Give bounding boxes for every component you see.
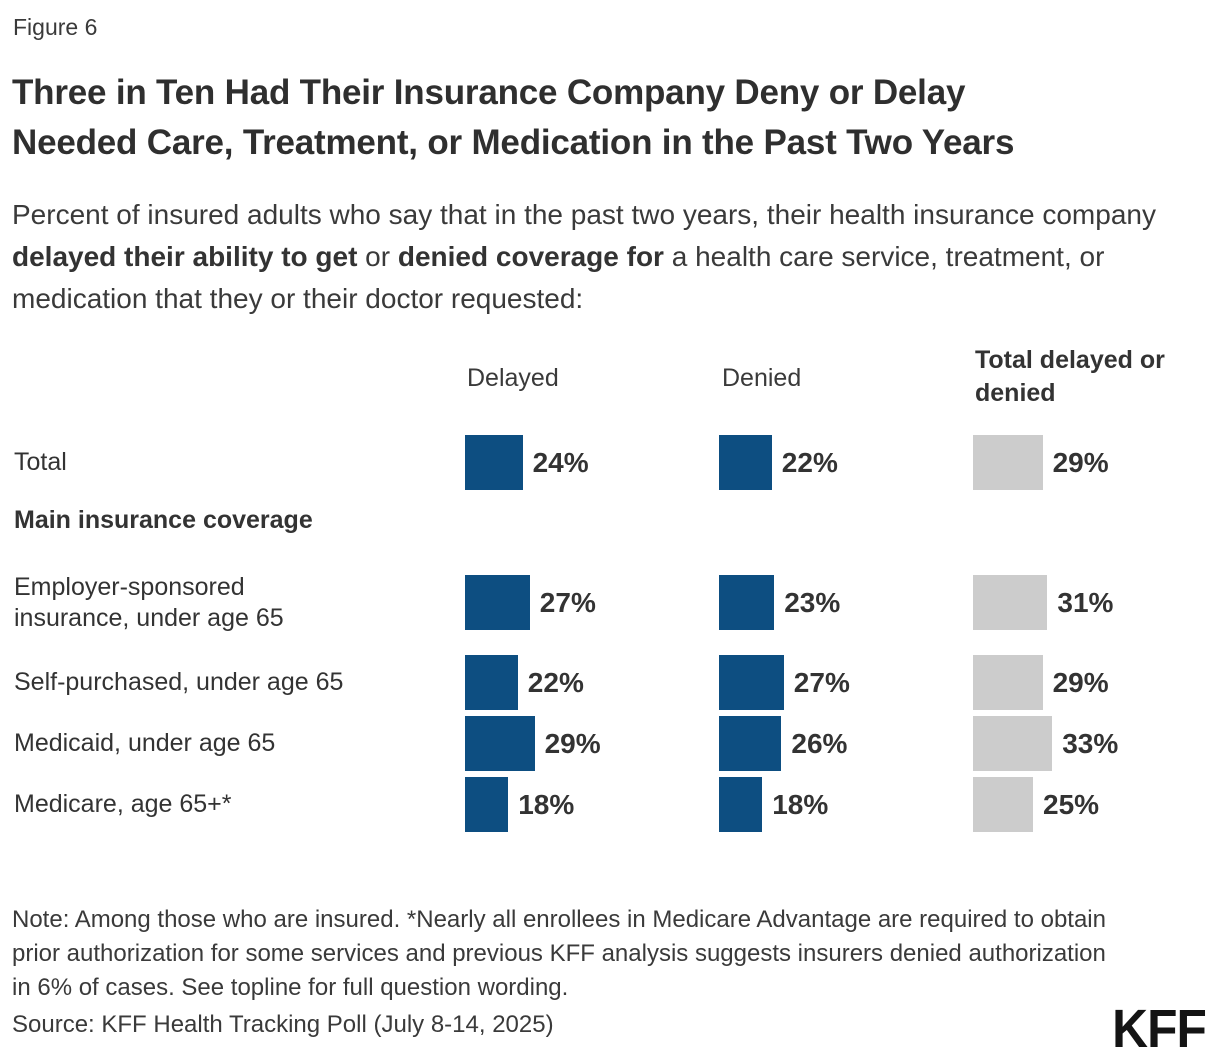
bar: [719, 435, 772, 490]
row-label: Medicare, age 65+*: [14, 777, 462, 832]
bar-cell-denied: 23%: [719, 575, 840, 630]
chart-title-line-2: Needed Care, Treatment, or Medication in…: [12, 123, 1015, 162]
note-text: Note: Among those who are insured. *Near…: [12, 906, 1106, 1001]
bar-cell-total-delayed-or-denied: 29%: [973, 655, 1109, 710]
bar-cell-total-delayed-or-denied: 25%: [973, 777, 1099, 832]
bar-cell-denied: 26%: [719, 716, 847, 771]
row-label: Employer-sponsored insurance, under age 6…: [14, 572, 462, 632]
chart-title: Three in Ten Had Their Insurance Company…: [12, 68, 1202, 168]
bar: [973, 716, 1053, 771]
value-label: 33%: [1062, 727, 1119, 759]
bar: [973, 575, 1048, 630]
figure-number: Figure 6: [13, 14, 98, 40]
value-label: 22%: [781, 446, 838, 478]
table-row: Total 24% 22% 29%: [0, 435, 1220, 490]
bar-cell-delayed: 24%: [465, 435, 589, 490]
bar: [719, 575, 775, 630]
row-label-line: Employer-sponsored: [14, 572, 245, 601]
row-label: Self-purchased, under age 65: [14, 655, 462, 710]
value-label: 27%: [539, 586, 596, 618]
bar: [465, 655, 518, 710]
bar: [465, 575, 530, 630]
bar: [973, 435, 1043, 490]
row-label: Medicaid, under age 65: [14, 716, 462, 771]
value-label: 22%: [527, 666, 584, 698]
bar-cell-delayed: 18%: [465, 777, 574, 832]
row-label-line: insurance, under age 65: [14, 603, 284, 632]
bar: [465, 777, 509, 832]
row-label-line: Self-purchased, under age 65: [14, 668, 344, 696]
column-header-denied: Denied: [722, 364, 802, 392]
bar: [719, 716, 782, 771]
table-row: Self-purchased, under age 65 22% 27% 29%: [0, 655, 1220, 710]
value-label: 26%: [791, 727, 848, 759]
table-row: Medicare, age 65+* 18% 18% 25%: [0, 777, 1220, 832]
bar-cell-total-delayed-or-denied: 33%: [973, 716, 1118, 771]
bar-cell-delayed: 29%: [465, 716, 601, 771]
chart-title-line-1: Three in Ten Had Their Insurance Company…: [12, 73, 966, 112]
table-row: Medicaid, under age 65 29% 26% 33%: [0, 716, 1220, 771]
bar: [719, 777, 763, 832]
value-label: 31%: [1057, 586, 1114, 618]
bar-cell-denied: 18%: [719, 777, 828, 832]
subtitle-segment: a health care service, treatment, or med…: [12, 241, 1105, 314]
column-header-delayed: Delayed: [467, 364, 559, 392]
value-label: 29%: [544, 727, 601, 759]
chart-subtitle: Percent of insured adults who say that i…: [12, 194, 1167, 320]
value-label: 18%: [772, 788, 829, 820]
subtitle-bold-segment: delayed their ability to get: [12, 241, 358, 272]
value-label: 29%: [1052, 666, 1109, 698]
value-label: 24%: [532, 446, 589, 478]
bar-cell-delayed: 27%: [465, 575, 596, 630]
value-label: 23%: [784, 586, 841, 618]
subtitle-segment: Percent of insured adults who say that i…: [12, 199, 1156, 230]
bar: [973, 655, 1043, 710]
bar-cell-denied: 22%: [719, 435, 838, 490]
value-label: 27%: [793, 666, 850, 698]
row-label: Total: [14, 435, 462, 490]
bar: [719, 655, 784, 710]
bar-cell-total-delayed-or-denied: 29%: [973, 435, 1109, 490]
value-label: 29%: [1052, 446, 1109, 478]
subtitle-bold-segment: denied coverage for: [397, 241, 664, 272]
table-row: Employer-sponsored insurance, under age 6…: [0, 572, 1220, 632]
value-label: 18%: [518, 788, 575, 820]
row-label-line: Medicaid, under age 65: [14, 729, 276, 757]
bar-cell-denied: 27%: [719, 655, 850, 710]
row-label-line: Total: [14, 448, 67, 476]
bar: [973, 777, 1033, 832]
bar-cell-total-delayed-or-denied: 31%: [973, 575, 1113, 630]
subtitle-segment: or: [357, 241, 398, 272]
source-text: Source: KFF Health Tracking Poll (July 8…: [12, 1011, 554, 1038]
bar: [465, 435, 523, 490]
section-header-main-insurance-coverage: Main insurance coverage: [14, 506, 313, 534]
kff-logo: KFF: [1112, 999, 1207, 1058]
bar: [465, 716, 535, 771]
bar-cell-delayed: 22%: [465, 655, 584, 710]
row-label-line: Medicare, age 65+*: [14, 790, 232, 818]
value-label: 25%: [1043, 788, 1100, 820]
column-header-total-delayed-or-denied: Total delayed or denied: [975, 346, 1165, 407]
